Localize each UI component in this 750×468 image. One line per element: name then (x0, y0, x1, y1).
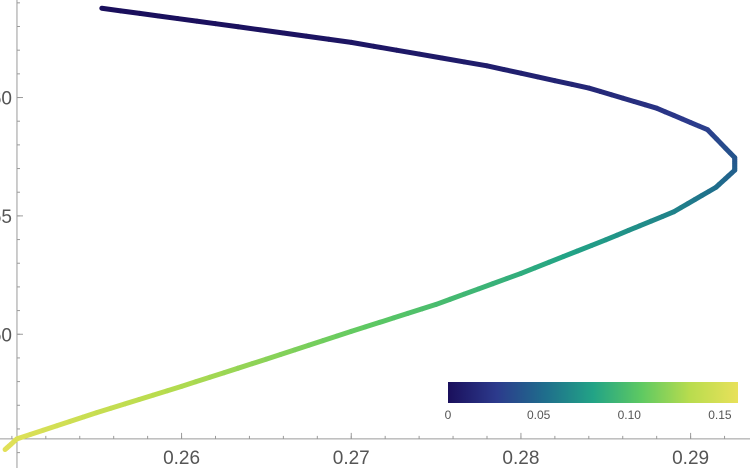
x-tick-label: 0.27 (333, 448, 370, 468)
curve-segment (589, 237, 609, 248)
curve-segment (484, 63, 507, 73)
colorbar-tick-label: 0.05 (527, 408, 551, 422)
curve-segment (348, 39, 377, 49)
curve-segment (476, 281, 496, 292)
curve-segment (574, 242, 595, 254)
curve-segment (156, 13, 181, 22)
x-tick-label: 0.29 (672, 448, 709, 468)
curve-segment (303, 33, 332, 42)
x-tick-label: 0.28 (502, 448, 539, 468)
curve-segment (433, 296, 453, 307)
curve-segment (439, 55, 467, 65)
y-tick-label: 0.50 (0, 325, 12, 346)
curve-segment (461, 286, 482, 297)
curve-segment (518, 70, 541, 80)
curve-segment (560, 248, 580, 260)
curve-segment (137, 10, 162, 19)
curve-segment (535, 74, 558, 84)
colorbar-tick-label: 0 (445, 408, 452, 422)
curve-segment (504, 270, 524, 282)
curve-segment (258, 27, 286, 36)
curve-segment (393, 47, 422, 57)
curve-segment (447, 291, 467, 302)
curve-segment (461, 59, 490, 69)
colorbar-gradient (448, 382, 738, 403)
curve-segment (569, 81, 592, 91)
curve-segment (416, 51, 445, 61)
curve-segment (546, 254, 566, 265)
y-tick-label: 0.60 (0, 89, 12, 110)
data-curve (2, 5, 738, 453)
colorbar: 0 0.05 0.10 0.15 (445, 382, 738, 422)
curve-segment (532, 259, 552, 271)
curve-segment (326, 36, 354, 45)
colorbar-tick-label: 0.15 (708, 408, 732, 422)
curve-segment (194, 18, 218, 27)
curve-segment (99, 5, 124, 14)
curve-segment (118, 8, 143, 16)
curve-segment (501, 67, 524, 76)
curve-segment (371, 43, 399, 53)
curve-segment (552, 78, 575, 87)
colorbar-tick-label: 0.10 (618, 408, 642, 422)
x-tick-label: 0.26 (163, 448, 200, 468)
y-tick-label: 0.55 (0, 207, 12, 228)
curve-segment (175, 16, 200, 24)
curve-segment (280, 30, 309, 39)
curve-segment (212, 21, 241, 30)
curve-segment (490, 276, 510, 287)
curve-segment (235, 24, 264, 33)
curve-segment (518, 265, 538, 276)
